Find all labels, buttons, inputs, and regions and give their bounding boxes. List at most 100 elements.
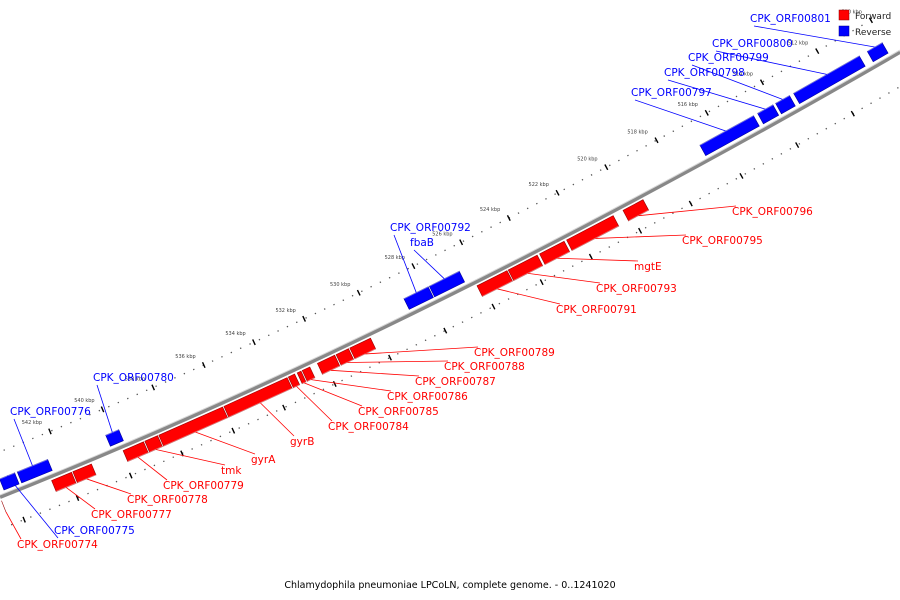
- ruler-tick-mark: [252, 339, 256, 346]
- gene-leader-line: [13, 418, 33, 466]
- ruler-tick-mark-lower: [128, 472, 133, 479]
- gene-block-highlight: [228, 387, 293, 418]
- gene-leader-line: [497, 288, 561, 305]
- ruler-tick-label: 516 kbp: [678, 102, 698, 108]
- gene-label: CPK_ORF00778: [127, 494, 208, 506]
- gene-label: mgtE: [634, 261, 662, 273]
- ruler-tick-mark: [411, 263, 416, 270]
- legend-forward-swatch: [838, 9, 850, 21]
- gene-block-highlight: [482, 280, 513, 298]
- gene-block: [403, 286, 434, 310]
- gene-leader-line: [691, 64, 783, 100]
- genome-backbone-highlight: [0, 49, 900, 496]
- gene-block: [144, 435, 163, 453]
- ruler-tick-mark: [815, 48, 820, 55]
- ruler-tick-mark: [868, 17, 874, 24]
- ruler-tick-label: 526 kbp: [432, 231, 452, 237]
- gene-leader-line: [296, 386, 333, 422]
- ruler-tick-label: 538 kbp: [125, 376, 145, 382]
- gene-block-highlight: [149, 446, 163, 453]
- ruler-tick-mark: [704, 109, 709, 116]
- ruler-tick-label: 512 kbp: [788, 40, 808, 46]
- ruler-tick-mark-lower: [638, 227, 643, 234]
- gene-label: CPK_ORF00798: [664, 67, 745, 79]
- gene-labels: CPK_ORF00801 CPK_ORF00800 CPK_ORF00799 CPK_…: [5, 13, 875, 551]
- gene-block-highlight: [0, 472, 15, 480]
- gene-label: CPK_ORF00792: [390, 222, 471, 234]
- gene-label: CPK_ORF00800: [712, 38, 793, 50]
- ruler-tick-mark-lower: [282, 404, 286, 411]
- gene-block: [622, 199, 650, 222]
- gene-label: CPK_ORF00789: [474, 347, 555, 359]
- gene-label: CPK_ORF00791: [556, 304, 637, 316]
- gene-block: [158, 406, 228, 447]
- ruler-tick-label: 536 kbp: [175, 354, 195, 360]
- gene-block-highlight: [293, 384, 300, 389]
- gene-label: CPK_ORF00801: [750, 13, 831, 25]
- gene-block: [287, 373, 301, 389]
- gene-block-highlight: [127, 452, 149, 463]
- legend-reverse-label: Reverse: [855, 28, 892, 38]
- ruler-tick-mark-lower: [850, 110, 855, 117]
- ruler-tick-mark-lower: [739, 172, 744, 179]
- gene-leader-line: [634, 99, 726, 132]
- ruler-tick-label: 522 kbp: [529, 182, 549, 188]
- legend-forward-label: Forward: [855, 12, 891, 22]
- gene-label: fbaB: [410, 237, 434, 249]
- gene-leader-line: [137, 456, 168, 481]
- gene-block: [428, 270, 466, 298]
- kbp-ruler: 510 kbp 512 kbp 514 kbp 516 kbp 518 kbp 520 k…: [0, 10, 900, 526]
- ruler-tick-mark: [506, 215, 511, 222]
- ruler-tick-mark: [759, 79, 765, 86]
- gene-label: CPK_ORF00775: [54, 525, 135, 537]
- gene-leader-line: [667, 79, 766, 110]
- gene-block: [349, 337, 377, 360]
- ruler-tick-mark-lower: [22, 516, 26, 523]
- gene-leader-line: [195, 431, 256, 455]
- ruler-tick-mark-lower: [443, 327, 448, 334]
- gene-block: [296, 370, 307, 385]
- gene-label: CPK_ORF00780: [93, 372, 174, 384]
- gene-leader-line: [5, 511, 22, 540]
- ruler-tick-mark-lower: [795, 142, 800, 149]
- gene-label: tmk: [221, 465, 242, 477]
- gene-block: [793, 55, 866, 105]
- gene-leader-line: [715, 50, 827, 75]
- gene-leader-line: [65, 487, 96, 510]
- ruler-tick-mark: [459, 239, 464, 246]
- gene-label: CPK_ORF00796: [732, 206, 813, 218]
- ruler-tick-mark: [48, 428, 52, 435]
- gene-label: CPK_ORF00795: [682, 235, 763, 247]
- gene-leader-line: [393, 234, 417, 293]
- ruler-tick-mark-lower: [539, 279, 544, 286]
- gene-block-highlight: [163, 417, 228, 447]
- gene-label: CPK_ORF00784: [328, 421, 409, 433]
- gene-block: [122, 441, 149, 462]
- gene-track: [0, 42, 889, 513]
- genome-caption: Chlamydophila pneumoniae LPCoLN, complet…: [284, 580, 615, 591]
- ruler-tick-label: 514 kbp: [733, 72, 753, 78]
- gene-label: CPK_ORF00776: [10, 406, 91, 418]
- ruler-tick-mark: [654, 137, 659, 144]
- gene-block: [317, 354, 341, 375]
- ruler-tick-mark: [302, 315, 307, 322]
- gene-leader-line: [155, 449, 226, 466]
- ruler-tick-label: 528 kbp: [385, 255, 405, 261]
- gene-block: [476, 270, 513, 297]
- gene-block-highlight: [301, 381, 307, 385]
- ruler-tick-label: 532 kbp: [275, 308, 295, 314]
- ruler-tick-label: 534 kbp: [225, 331, 245, 337]
- ruler-tick-mark-lower: [688, 200, 693, 207]
- gene-block: [757, 104, 780, 125]
- gene-block-highlight: [77, 474, 97, 484]
- ruler-tick-mark-lower: [588, 253, 593, 260]
- gene-label: CPK_ORF00785: [358, 406, 439, 418]
- ruler-tick-mark: [201, 361, 206, 369]
- ruler-tick-mark: [151, 384, 155, 391]
- gene-label: CPK_ORF00788: [444, 361, 525, 373]
- gene-block-highlight: [544, 251, 570, 266]
- gene-block-highlight: [307, 377, 316, 382]
- gene-label: gyrB: [290, 436, 314, 448]
- gene-block: [507, 254, 544, 282]
